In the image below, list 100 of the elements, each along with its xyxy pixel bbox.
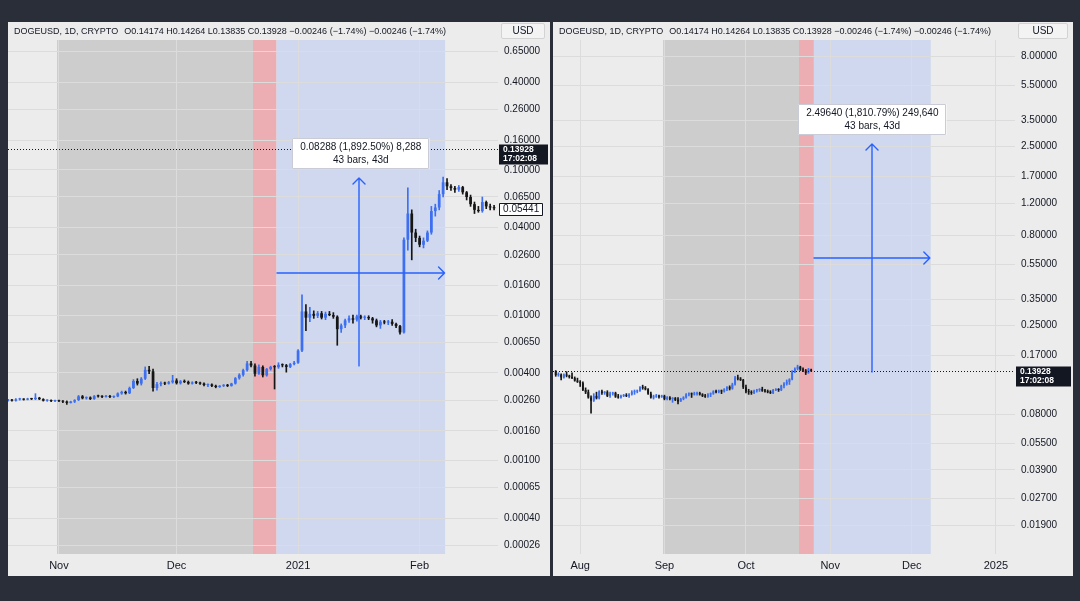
candlestick — [30, 397, 33, 400]
candlestick — [606, 390, 609, 398]
y-tick-label: 0.03900 — [1021, 463, 1058, 475]
candlestick — [557, 372, 560, 377]
candlestick — [658, 394, 660, 399]
y-tick-label: 0.26000 — [504, 103, 541, 115]
y-tick-label: 0.65000 — [504, 45, 541, 57]
candlestick — [135, 378, 139, 386]
candlestick — [655, 394, 658, 398]
y-tick-label: 0.00100 — [504, 454, 541, 466]
candlestick — [641, 384, 644, 390]
candlestick — [351, 314, 355, 324]
candlestick — [796, 364, 799, 371]
y-tick-label: 0.08000 — [1021, 407, 1058, 419]
annotation: 43 bars, 43d — [844, 120, 901, 132]
candlestick — [218, 385, 222, 388]
candlestick — [379, 320, 382, 329]
candlestick — [783, 382, 785, 389]
candlestick — [375, 318, 378, 328]
candlestick — [660, 394, 663, 398]
candlestick — [469, 194, 472, 207]
candlestick — [175, 378, 178, 385]
annotation: 43 bars, 43d — [333, 154, 389, 166]
candlestick — [363, 315, 367, 321]
x-tick-label: Sep — [654, 558, 675, 571]
candlestick — [386, 320, 390, 325]
candlestick — [77, 395, 80, 401]
y-tick-label: 0.40000 — [504, 76, 541, 88]
candlestick — [281, 363, 284, 368]
candlestick — [473, 201, 476, 214]
x-tick-label: Oct — [737, 558, 755, 571]
y-tick-label: 0.00400 — [504, 366, 541, 378]
candlestick — [429, 206, 433, 235]
candlestick — [230, 382, 233, 387]
y-tick-label: 0.80000 — [1021, 228, 1058, 240]
candlestick — [324, 311, 327, 321]
y-tick-label: 0.02600 — [504, 248, 541, 260]
y-tick-label: 1.20000 — [1021, 197, 1058, 209]
y-tick-label: 0.17000 — [1021, 349, 1058, 361]
candlestick — [45, 399, 49, 402]
candlestick — [222, 384, 225, 387]
candlestick — [226, 383, 229, 387]
y-tick-label: 0.55000 — [1021, 257, 1058, 269]
y-tick-label: 0.25000 — [1021, 319, 1058, 331]
y-tick-label: 0.00040 — [504, 512, 541, 523]
candlestick — [766, 389, 769, 394]
candlestick — [636, 389, 639, 394]
y-tick-label: 0.00160 — [504, 424, 541, 436]
x-tick-label: Feb — [410, 558, 430, 571]
y-tick-label: 0.35000 — [1021, 293, 1058, 305]
y-axis-title: USD — [501, 23, 545, 39]
candlestick — [390, 319, 394, 326]
candlestick — [426, 230, 429, 243]
y-tick-label: 0.00260 — [504, 393, 541, 405]
y-tick-label: 0.00026 — [504, 539, 541, 551]
candlestick — [568, 374, 571, 379]
candlestick — [85, 396, 88, 400]
y-tick-label: 0.04000 — [504, 221, 541, 233]
candlestick — [73, 399, 77, 403]
annotation: 0.08288 (1,892.50%) 8,288 — [300, 141, 422, 153]
candlestick — [128, 386, 131, 394]
y-tick-label: 0.01000 — [504, 308, 541, 320]
candlestick — [693, 391, 696, 396]
annotation: 2.49640 (1,810.79%) 249,640 — [806, 107, 939, 119]
y-tick-label: 1.70000 — [1021, 170, 1058, 182]
x-tick-label: 2021 — [285, 558, 311, 571]
chart-title: DOGEUSD, 1D, CRYPTO — [14, 26, 119, 36]
y-tick-label: 0.05500 — [1021, 436, 1058, 448]
candlestick — [132, 379, 135, 389]
ref-line-label: 0.13928 17:02:08 — [1020, 366, 1055, 386]
x-tick-label: 2025 — [983, 558, 1009, 571]
candlestick — [573, 376, 576, 382]
candlestick — [422, 237, 425, 249]
y-tick-label: 0.00065 — [504, 481, 541, 493]
chart-title: DOGEUSD, 1D, CRYPTO — [559, 26, 664, 36]
candlestick — [652, 394, 655, 400]
y-tick-label: 0.02700 — [1021, 492, 1058, 504]
candlestick — [328, 311, 331, 317]
candlestick — [682, 396, 685, 401]
candlestick — [780, 384, 783, 392]
x-tick-label: Nov — [49, 558, 70, 571]
candlestick — [81, 395, 84, 400]
ref-line-label: 0.13928 17:02:08 — [503, 144, 538, 164]
y-tick-label: 2.50000 — [1021, 140, 1058, 152]
candlestick — [696, 391, 698, 396]
y-axis-title: USD — [1018, 23, 1068, 39]
x-tick-label: Aug — [570, 558, 590, 571]
x-tick-label: Nov — [820, 558, 841, 571]
y-tick-label: 0.00650 — [504, 336, 541, 348]
candlestick — [761, 386, 764, 392]
y-tick-label: 0.06500 — [504, 190, 541, 202]
y-tick-label: 0.16000 — [504, 133, 541, 145]
candlestick — [742, 379, 745, 389]
annotation: 0.05441 — [503, 202, 540, 214]
candlestick — [477, 206, 480, 213]
candlestick — [371, 317, 374, 324]
candlestick — [764, 388, 766, 393]
chart-subtitle: O0.14174 H0.14264 L0.13835 C0.13928 −0.00246 (−1.74%) −0.00246 (−1.74%) — [669, 26, 991, 36]
candlestick — [736, 374, 739, 381]
candlestick — [579, 380, 582, 387]
